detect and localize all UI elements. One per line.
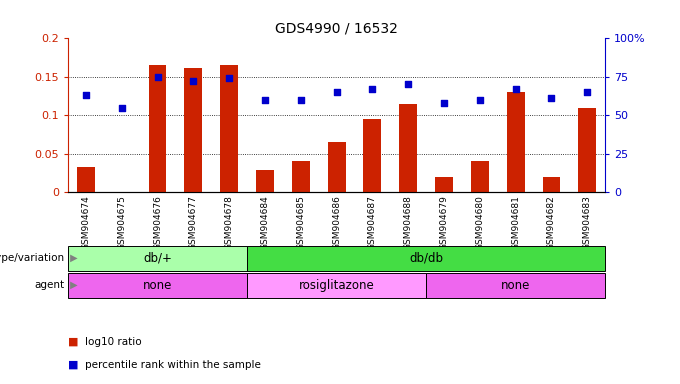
Point xyxy=(510,86,521,92)
Bar xyxy=(247,273,426,298)
Bar xyxy=(256,170,274,192)
Bar xyxy=(507,92,525,192)
Point xyxy=(546,95,557,101)
Text: ▶: ▶ xyxy=(67,280,78,290)
Bar xyxy=(292,161,310,192)
Bar xyxy=(426,273,605,298)
Bar xyxy=(543,177,560,192)
Point xyxy=(367,86,378,92)
Title: GDS4990 / 16532: GDS4990 / 16532 xyxy=(275,22,398,36)
Point xyxy=(582,89,593,95)
Text: none: none xyxy=(143,279,172,291)
Bar xyxy=(578,108,596,192)
Bar xyxy=(113,192,131,194)
Point xyxy=(439,100,449,106)
Bar xyxy=(364,119,381,192)
Text: db/+: db/+ xyxy=(143,252,172,265)
Point xyxy=(224,75,235,81)
Point xyxy=(80,92,91,98)
Bar xyxy=(184,68,203,192)
Bar xyxy=(247,246,605,271)
Text: ▶: ▶ xyxy=(67,253,78,263)
Point xyxy=(116,104,127,111)
Text: ■: ■ xyxy=(68,337,82,347)
Text: percentile rank within the sample: percentile rank within the sample xyxy=(85,360,261,370)
Bar xyxy=(77,167,95,192)
Point xyxy=(152,74,163,80)
Text: agent: agent xyxy=(35,280,65,290)
Bar xyxy=(148,65,167,192)
Bar xyxy=(435,177,453,192)
Point xyxy=(403,81,413,88)
Bar xyxy=(328,142,345,192)
Text: none: none xyxy=(501,279,530,291)
Text: rosiglitazone: rosiglitazone xyxy=(299,279,375,291)
Point xyxy=(188,78,199,84)
Bar xyxy=(68,273,247,298)
Text: db/db: db/db xyxy=(409,252,443,265)
Bar xyxy=(399,104,417,192)
Text: ■: ■ xyxy=(68,360,82,370)
Point xyxy=(260,97,271,103)
Text: log10 ratio: log10 ratio xyxy=(85,337,141,347)
Point xyxy=(295,97,306,103)
Bar xyxy=(471,161,489,192)
Point xyxy=(475,97,486,103)
Bar xyxy=(68,246,247,271)
Text: genotype/variation: genotype/variation xyxy=(0,253,65,263)
Point xyxy=(331,89,342,95)
Bar xyxy=(220,65,238,192)
